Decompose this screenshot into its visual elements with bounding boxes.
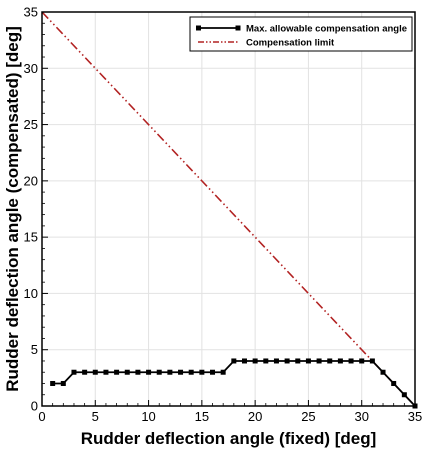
x-axis-title: Rudder deflection angle (fixed) [deg] — [81, 429, 377, 448]
data-point — [241, 358, 247, 364]
x-tick-label: 0 — [38, 409, 45, 424]
x-tick-label: 35 — [408, 409, 422, 424]
data-point — [156, 369, 162, 375]
y-tick-label: 10 — [24, 286, 38, 301]
data-point — [391, 380, 397, 386]
data-point — [295, 358, 301, 364]
data-point — [369, 358, 375, 364]
data-point — [178, 369, 184, 375]
data-point — [60, 380, 66, 386]
data-point — [146, 369, 152, 375]
data-point — [337, 358, 343, 364]
x-tick-label: 5 — [92, 409, 99, 424]
data-point — [359, 358, 365, 364]
x-tick-label: 25 — [301, 409, 315, 424]
legend-marker — [235, 25, 241, 31]
data-point — [92, 369, 98, 375]
data-point — [401, 392, 407, 398]
x-tick-label: 15 — [195, 409, 209, 424]
y-tick-label: 30 — [24, 61, 38, 76]
series-line-compensation-limit — [41, 11, 416, 407]
data-point — [327, 358, 333, 364]
data-point — [220, 369, 226, 375]
x-tick-label: 10 — [141, 409, 155, 424]
y-tick-label: 5 — [31, 342, 38, 357]
y-tick-label: 35 — [24, 5, 38, 20]
grid — [41, 11, 416, 407]
plot-frame — [41, 11, 416, 407]
data-point — [82, 369, 88, 375]
data-point — [71, 369, 77, 375]
legend-label-compensation-limit: Compensation limit — [246, 38, 335, 49]
data-point — [284, 358, 290, 364]
data-point — [231, 358, 237, 364]
legend: Max. allowable compensation angle Compens… — [189, 16, 413, 52]
x-tick-label: 30 — [354, 409, 368, 424]
x-tick-label: 20 — [248, 409, 262, 424]
data-point — [50, 380, 56, 386]
ticks: 0 5 10 15 20 25 30 35 0 5 10 15 20 25 30 35 — [24, 5, 423, 425]
legend-label-max-allowable: Max. allowable compensation angle — [246, 24, 407, 35]
legend-box — [189, 16, 413, 52]
data-point — [316, 358, 322, 364]
data-point — [348, 358, 354, 364]
data-point — [103, 369, 109, 375]
data-point — [188, 369, 194, 375]
data-point — [167, 369, 173, 375]
data-point — [273, 358, 279, 364]
data-point — [263, 358, 269, 364]
data-point — [114, 369, 120, 375]
y-tick-label: 0 — [31, 399, 38, 414]
data-point — [124, 369, 130, 375]
data-point — [305, 358, 311, 364]
y-axis-title: Rudder deflection angle (compensated) [d… — [3, 26, 22, 392]
y-tick-label: 25 — [24, 117, 38, 132]
data-point — [135, 369, 141, 375]
data-point — [380, 369, 386, 375]
data-point — [199, 369, 205, 375]
data-point — [210, 369, 216, 375]
legend-marker — [196, 25, 201, 31]
y-tick-label: 20 — [24, 173, 38, 188]
series-layer — [41, 11, 418, 409]
y-tick-label: 15 — [24, 230, 38, 245]
series-line-max-allowable — [52, 360, 416, 407]
data-point — [252, 358, 258, 364]
